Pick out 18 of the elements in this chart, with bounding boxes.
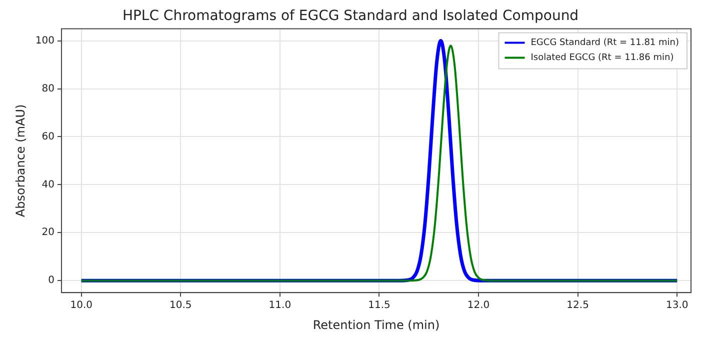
x-tick-label: 12.5 bbox=[566, 300, 589, 312]
x-axis-title: Retention Time (min) bbox=[312, 318, 440, 332]
x-tick-label: 11.0 bbox=[268, 300, 292, 312]
y-tick-label: 100 bbox=[35, 35, 54, 46]
y-tick-label: 0 bbox=[48, 275, 54, 286]
legend-label: EGCG Standard (Rt = 11.81 min) bbox=[530, 38, 679, 48]
x-tick-label: 10.5 bbox=[170, 300, 192, 312]
y-tick-label: 20 bbox=[42, 227, 54, 238]
y-tick-label: 40 bbox=[42, 179, 54, 190]
y-tick-label: 60 bbox=[42, 131, 54, 142]
y-axis-title: Absorbance (mAU) bbox=[13, 104, 28, 218]
chart-title: HPLC Chromatograms of EGCG Standard and Isolated Compound bbox=[122, 8, 579, 24]
x-tick-label: 13.0 bbox=[666, 300, 688, 312]
legend-label: Isolated EGCG (Rt = 11.86 min) bbox=[530, 53, 674, 64]
x-tick-label: 11.5 bbox=[368, 300, 390, 312]
y-tick-label: 80 bbox=[42, 83, 54, 94]
x-tick-label: 12.0 bbox=[467, 300, 490, 312]
x-tick-label: 10.0 bbox=[70, 300, 92, 312]
